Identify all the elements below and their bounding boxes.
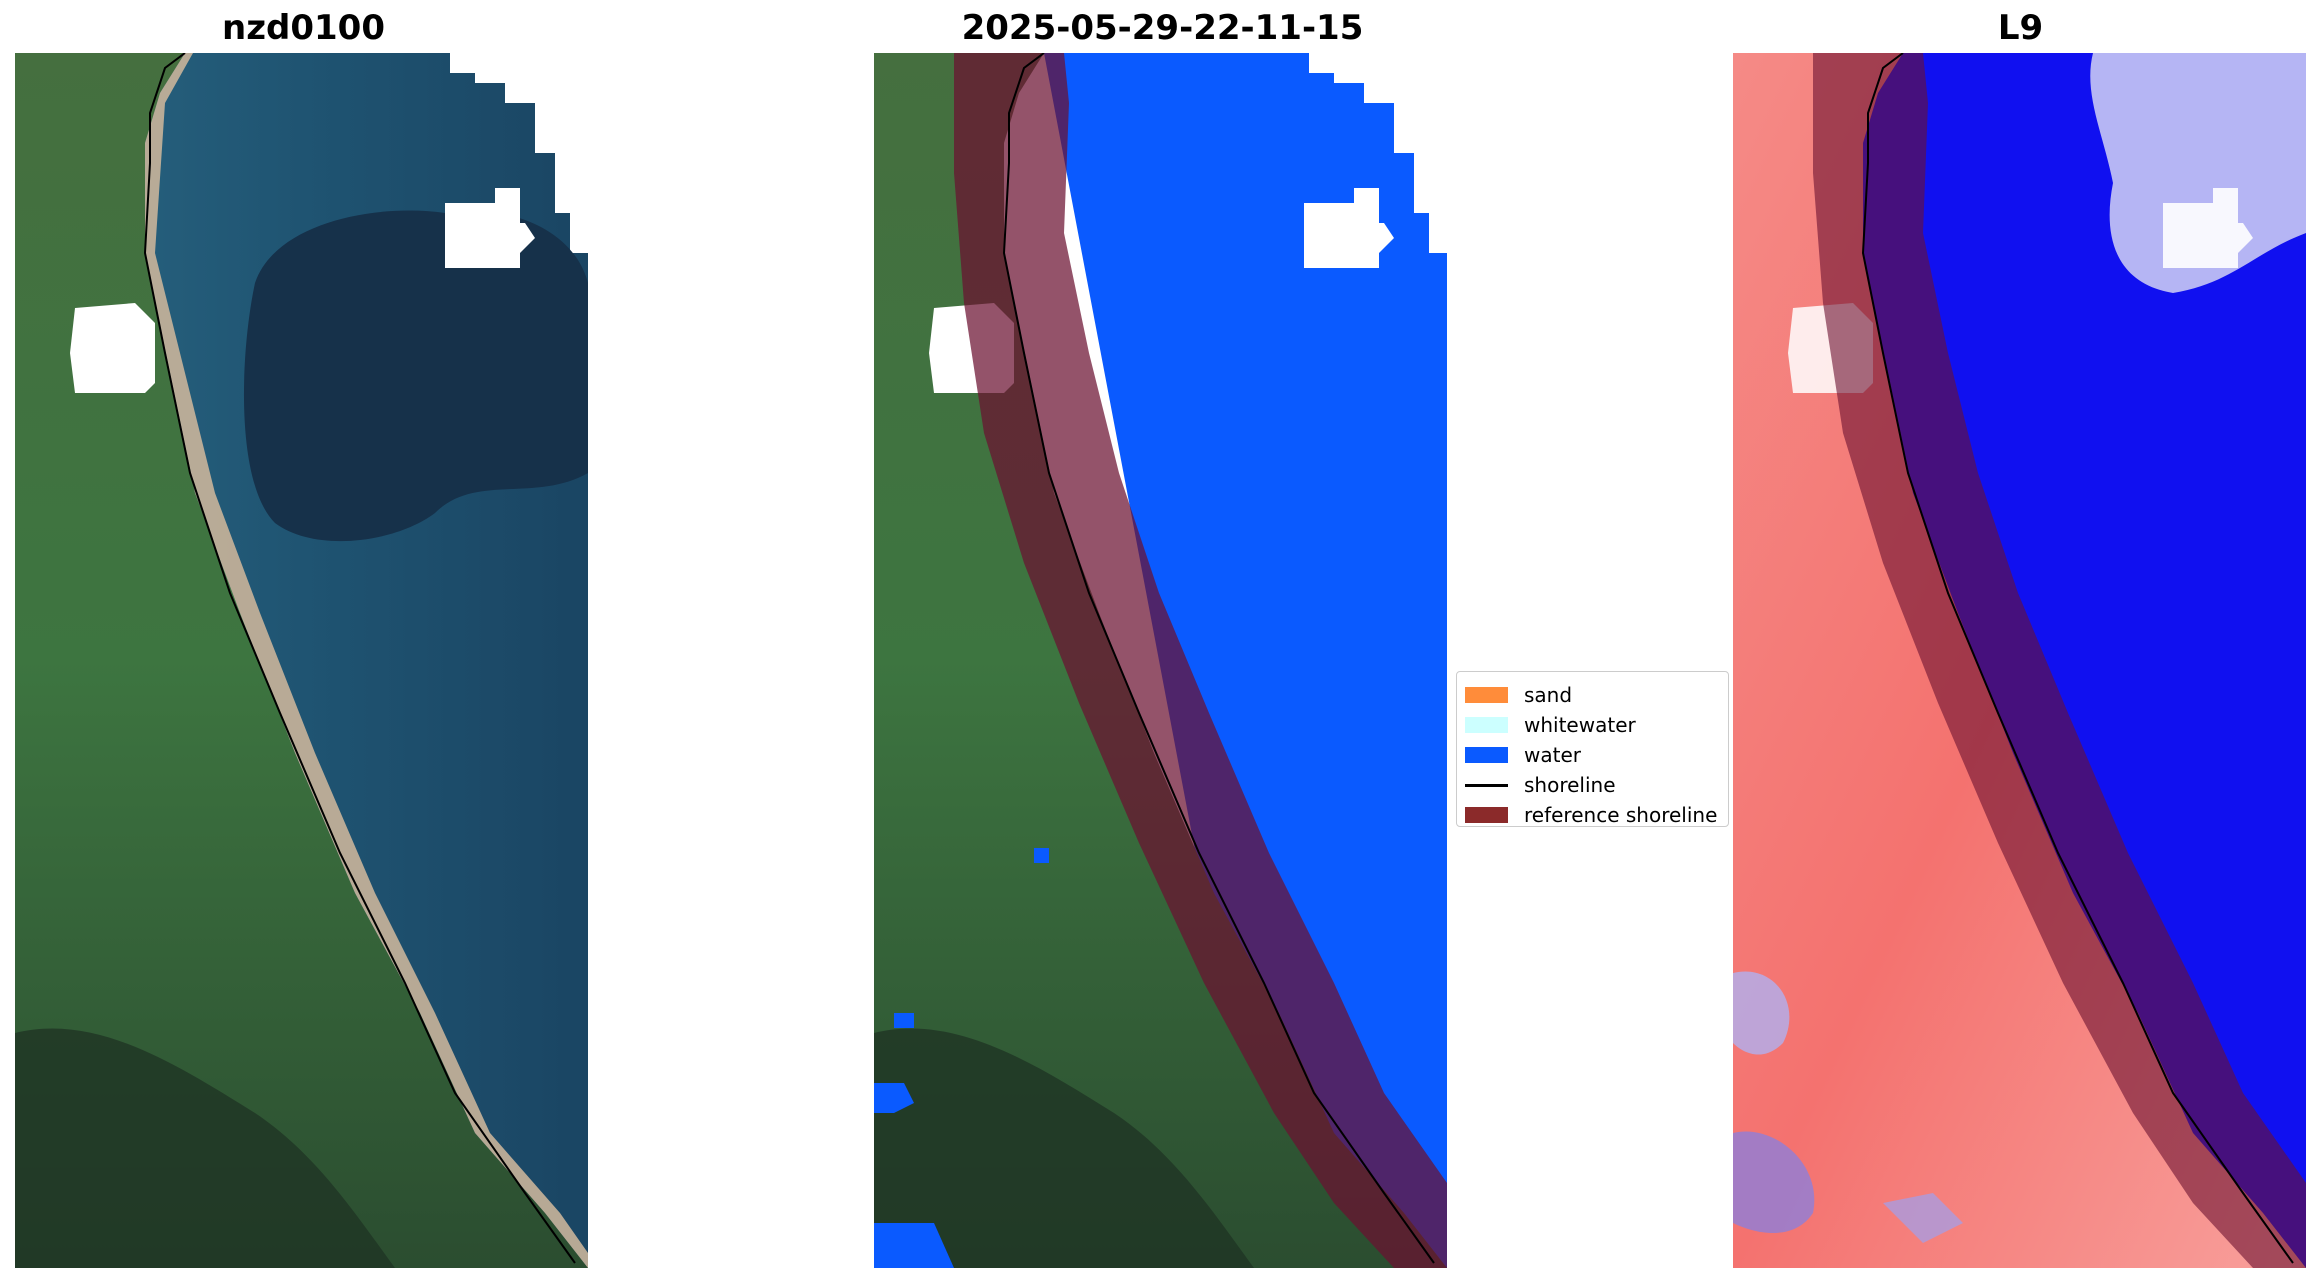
classification-image xyxy=(874,53,1447,1268)
legend-item-whitewater: whitewater xyxy=(1465,710,1728,740)
shoreline-swatch xyxy=(1465,783,1508,787)
legend-label: whitewater xyxy=(1524,713,1636,737)
panel-3-title: L9 xyxy=(1997,8,2044,48)
legend: sand whitewater water shoreline referenc… xyxy=(1456,671,1729,827)
sand-swatch xyxy=(1465,687,1508,703)
panel-1-title: nzd0100 xyxy=(222,8,385,48)
panel-2-title: 2025-05-29-22-11-15 xyxy=(961,8,1364,48)
legend-label: water xyxy=(1524,743,1581,767)
legend-item-water: water xyxy=(1465,740,1728,770)
whitewater-swatch xyxy=(1465,717,1508,733)
legend-item-reference-shoreline: reference shoreline xyxy=(1465,800,1728,830)
legend-label: reference shoreline xyxy=(1524,803,1718,827)
rgb-satellite-image xyxy=(15,53,588,1268)
reference-shoreline-swatch xyxy=(1465,807,1508,823)
legend-label: shoreline xyxy=(1524,773,1616,797)
water-swatch xyxy=(1465,747,1508,763)
legend-item-sand: sand xyxy=(1465,680,1728,710)
legend-item-shoreline: shoreline xyxy=(1465,770,1728,800)
index-image xyxy=(1733,53,2306,1268)
legend-label: sand xyxy=(1524,683,1573,707)
